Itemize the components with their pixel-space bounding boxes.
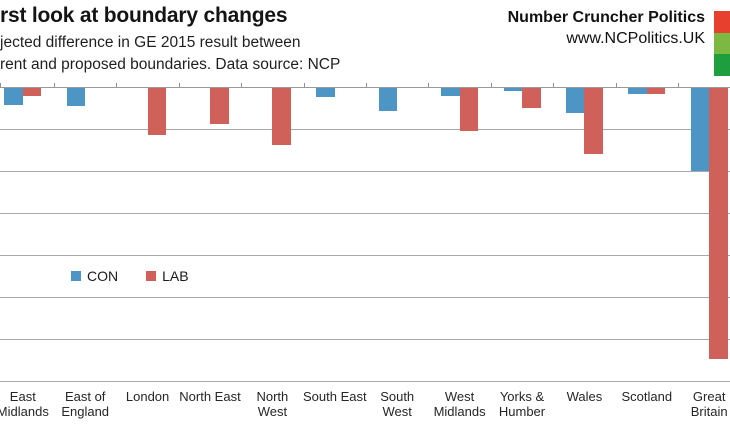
bar-con-7 <box>441 88 460 97</box>
gridline <box>0 297 730 298</box>
legend-label-lab: LAB <box>162 268 189 284</box>
bar-lab-8 <box>522 88 541 109</box>
category-label-7: West Midlands <box>433 389 486 419</box>
logo-square-red <box>714 11 730 33</box>
gridline <box>0 129 730 130</box>
category-axis-tick <box>366 83 367 87</box>
chart-title: rst look at boundary changes <box>0 4 288 27</box>
logo-square-darkgreen <box>714 54 730 77</box>
brand-name: Number Cruncher Politics <box>507 9 705 26</box>
category-axis-tick <box>116 83 118 87</box>
brand-block: Number Cruncher Politics www.NCPolitics.… <box>508 7 705 49</box>
legend-label-con: CON <box>87 268 119 284</box>
bar-lab-9 <box>584 88 603 155</box>
bar-lab-0 <box>22 88 42 96</box>
category-label-5: South East <box>302 389 367 404</box>
zero-axis-line <box>0 87 730 88</box>
logo-square-lightgreen <box>714 32 730 55</box>
gridline <box>0 255 730 256</box>
bar-con-8 <box>503 88 522 91</box>
bar-con-11 <box>690 88 710 172</box>
category-label-0: East Midlands <box>0 389 49 419</box>
bar-con-1 <box>66 88 86 107</box>
chart-subtitle-line1: jected difference in GE 2015 result betw… <box>0 34 301 51</box>
legend-swatch-lab <box>146 271 157 281</box>
bar-con-10 <box>628 88 647 94</box>
bar-lab-3 <box>210 88 229 125</box>
legend-swatch-con <box>71 271 81 281</box>
chart-subtitle: jected difference in GE 2015 result betw… <box>0 32 340 76</box>
gridline <box>0 171 730 172</box>
category-label-8: Yorks & Humber <box>498 389 546 419</box>
gridline <box>0 339 730 340</box>
category-label-6: South West <box>380 389 415 419</box>
category-label-9: Wales <box>566 389 603 404</box>
category-axis-tick <box>428 83 430 87</box>
gridline <box>0 213 730 214</box>
bar-lab-10 <box>646 88 666 94</box>
bar-lab-11 <box>709 88 728 360</box>
bar-lab-4 <box>272 88 291 146</box>
bar-con-0 <box>4 88 23 105</box>
category-label-2: London <box>125 389 170 404</box>
bar-lab-7 <box>459 88 479 131</box>
bar-lab-2 <box>147 88 167 136</box>
category-axis-tick <box>678 83 679 87</box>
ncp-logo-icon <box>714 11 730 77</box>
category-label-3: North East <box>179 389 241 404</box>
category-axis-tick <box>615 83 617 87</box>
category-axis-tick <box>0 83 1 87</box>
bar-con-5 <box>316 88 335 98</box>
bar-con-9 <box>565 88 585 114</box>
category-label-10: Scotland <box>621 389 673 404</box>
category-axis-tick <box>178 83 180 87</box>
bar-con-6 <box>378 88 398 111</box>
category-axis-tick <box>553 83 555 87</box>
gridline <box>0 381 730 382</box>
category-axis-tick <box>54 83 55 87</box>
category-label-1: East of England <box>61 389 110 419</box>
category-axis-tick <box>241 83 243 87</box>
category-label-11: Great Britain <box>690 389 728 419</box>
category-axis-tick <box>490 83 492 87</box>
chart-subtitle-line2: rent and proposed boundaries. Data sourc… <box>0 56 341 73</box>
brand-url: www.NCPolitics.UK <box>566 30 705 47</box>
category-axis-tick <box>303 83 305 87</box>
chart-legend: CON LAB <box>71 268 189 284</box>
category-label-4: North West <box>256 389 289 419</box>
